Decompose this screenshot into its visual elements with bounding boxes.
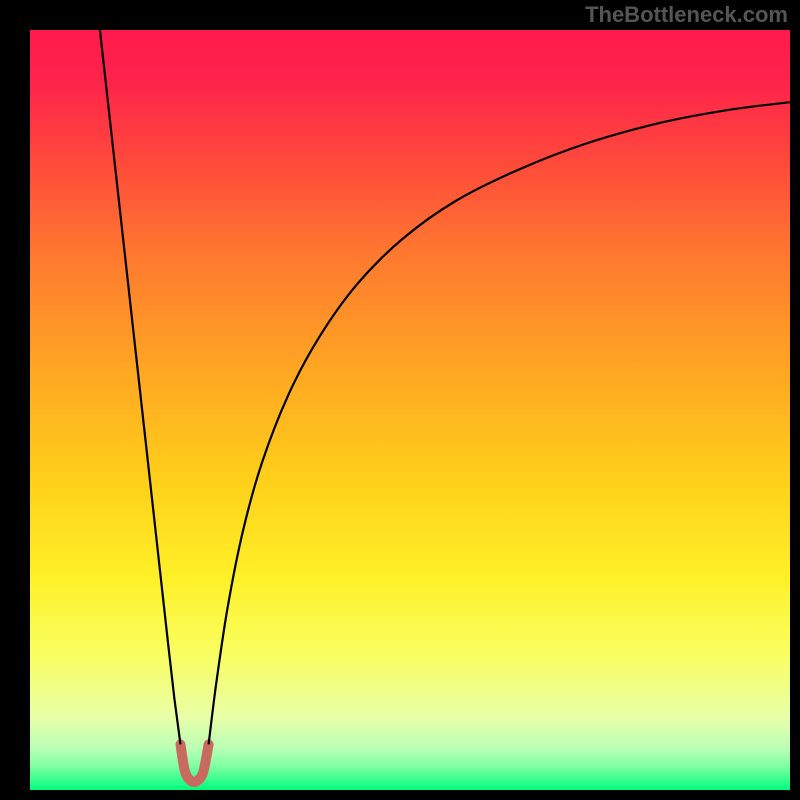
bottleneck-chart [0, 0, 800, 800]
gradient-background [30, 30, 790, 790]
watermark-text: TheBottleneck.com [585, 2, 788, 28]
chart-container: { "meta": { "width": 800, "height": 800,… [0, 0, 800, 800]
